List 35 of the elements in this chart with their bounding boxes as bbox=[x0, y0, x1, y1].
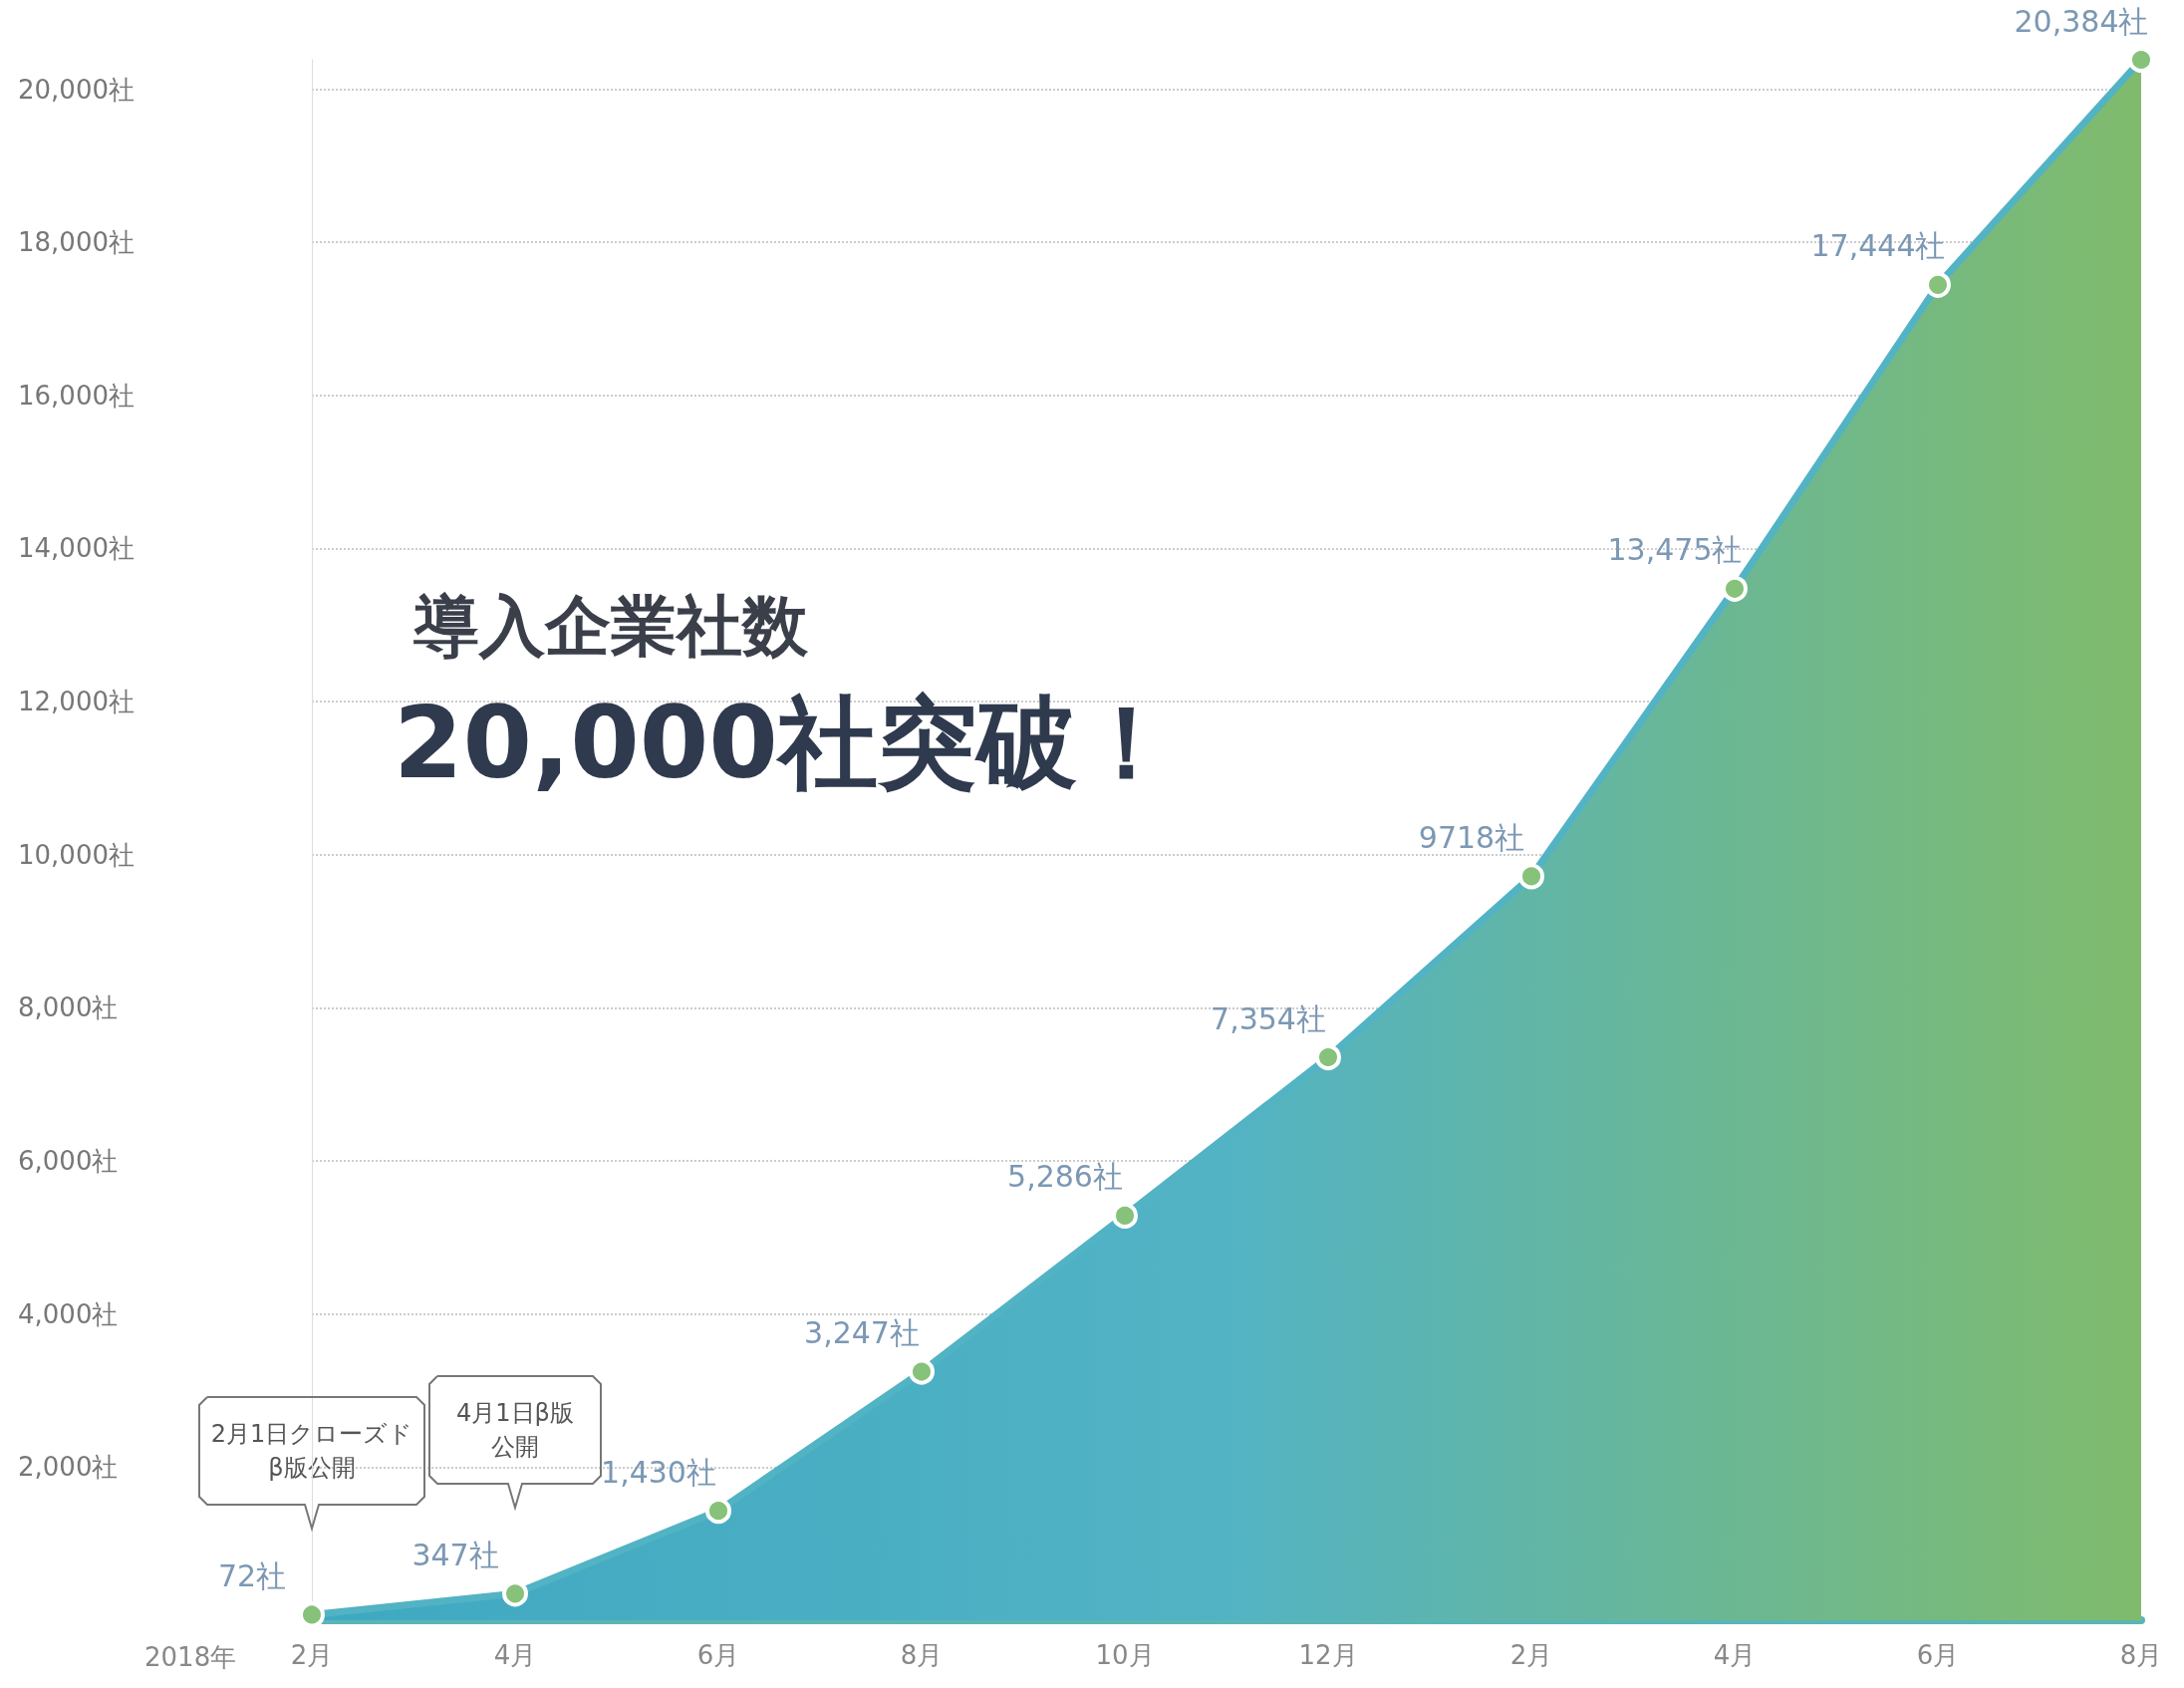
data-label: 72社 bbox=[217, 1557, 287, 1593]
y-tick-label: 4,000社 bbox=[18, 1298, 119, 1329]
y-tick-label: 18,000社 bbox=[18, 227, 135, 258]
data-label: 1,430社 bbox=[601, 1454, 716, 1490]
y-tick-label: 16,000社 bbox=[18, 380, 135, 411]
data-label: 17,444社 bbox=[1810, 228, 1946, 264]
x-tick-label: 2月 bbox=[290, 1640, 334, 1670]
x-tick-label: 8月 bbox=[900, 1640, 944, 1670]
text: 2018年 bbox=[144, 1642, 237, 1672]
annotation: 4月1日β版公開 bbox=[456, 1399, 574, 1462]
data-label: 5,286社 bbox=[1007, 1159, 1123, 1195]
y-tick-label: 2,000社 bbox=[18, 1452, 119, 1483]
data-label: 9718社 bbox=[1418, 819, 1525, 855]
data-label: 347社 bbox=[411, 1537, 499, 1572]
x-tick-label: 4月 bbox=[493, 1640, 537, 1670]
x-tick-label: 4月 bbox=[1713, 1640, 1757, 1670]
x-tick-label: 2月 bbox=[1509, 1640, 1553, 1670]
y-tick-label: 6,000社 bbox=[18, 1146, 119, 1177]
annotation: 2月1日クローズドβ版公開 bbox=[210, 1420, 413, 1483]
x-tick-label: 12月 bbox=[1298, 1640, 1358, 1670]
text: 20,000社突破！ bbox=[394, 684, 1177, 801]
x-tick-label: 6月 bbox=[1916, 1640, 1960, 1670]
data-label: 20,384社 bbox=[2014, 3, 2149, 39]
y-tick-label: 12,000社 bbox=[18, 687, 135, 717]
data-label: 13,475社 bbox=[1607, 532, 1743, 568]
text: 導入企業社数 bbox=[412, 587, 809, 665]
y-tick-label: 10,000社 bbox=[18, 839, 135, 870]
data-label: 7,354社 bbox=[1211, 1000, 1326, 1036]
x-tick-label: 10月 bbox=[1095, 1640, 1155, 1670]
x-tick-label: 6月 bbox=[696, 1640, 740, 1670]
y-tick-label: 20,000社 bbox=[18, 74, 135, 105]
y-tick-label: 14,000社 bbox=[18, 533, 135, 564]
x-tick-label: 8月 bbox=[2119, 1640, 2163, 1670]
y-tick-label: 8,000社 bbox=[18, 992, 119, 1023]
data-label: 3,247社 bbox=[804, 1315, 920, 1351]
